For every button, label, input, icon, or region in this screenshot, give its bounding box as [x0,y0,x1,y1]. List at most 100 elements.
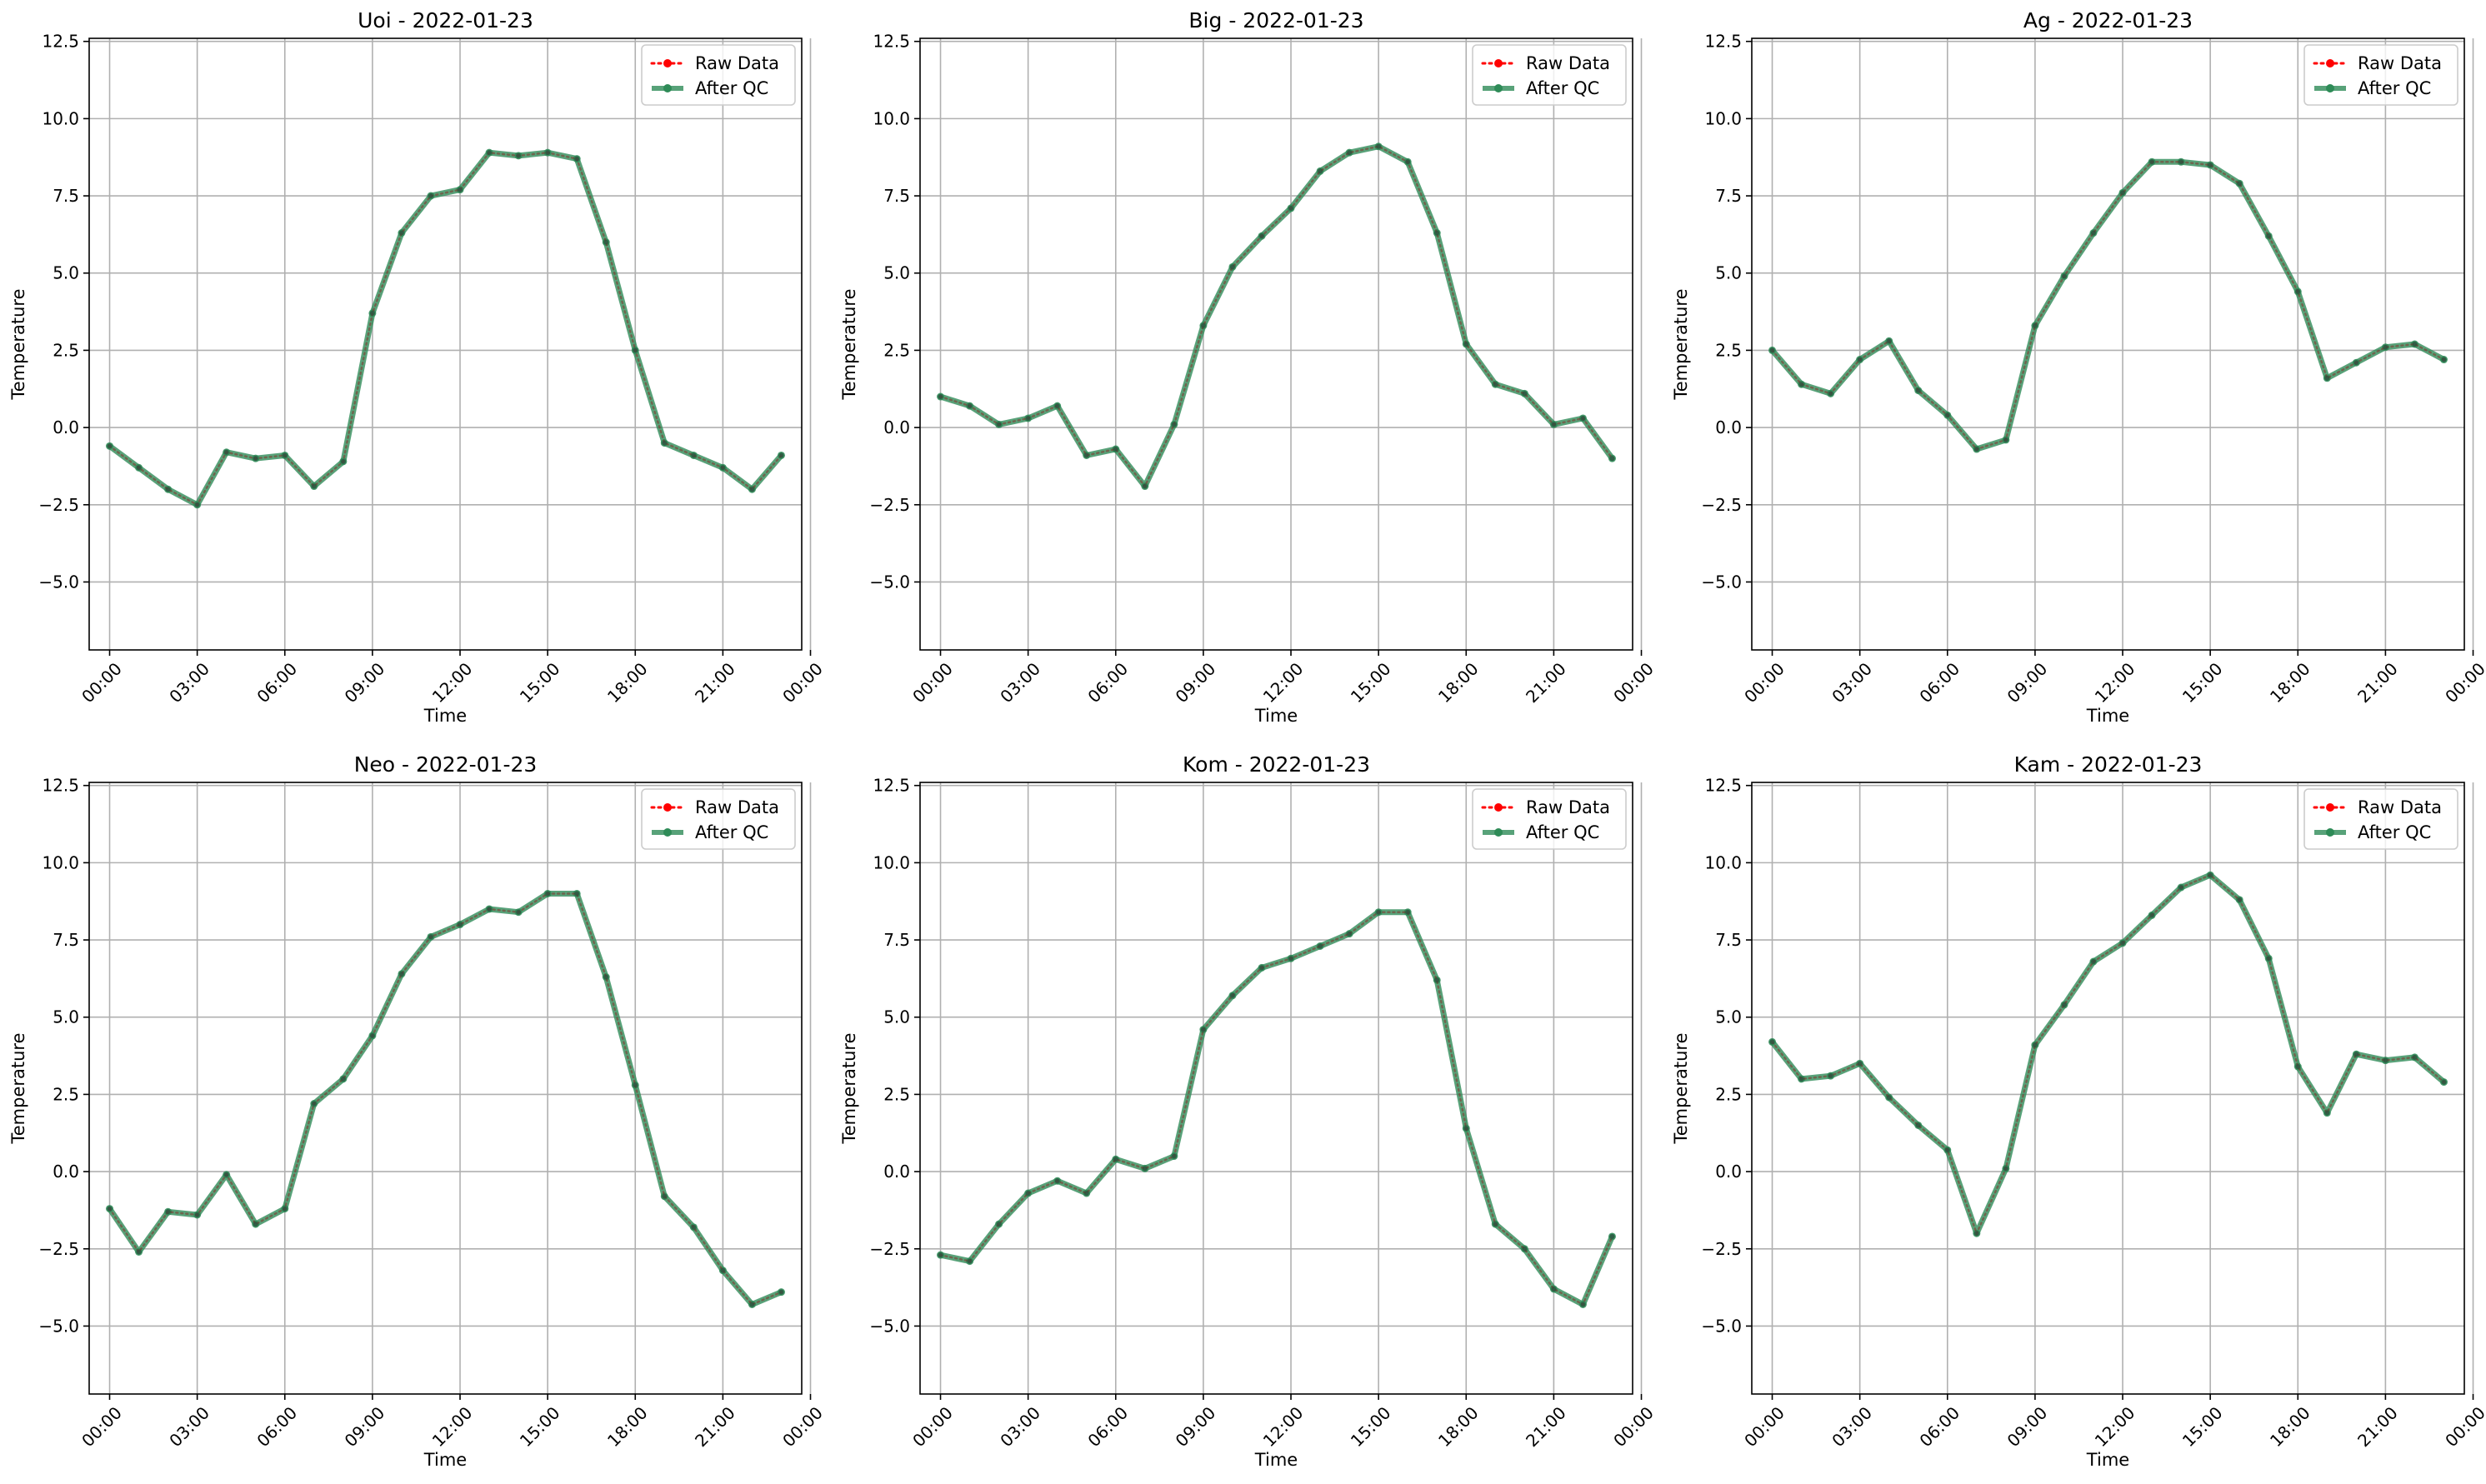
raw-data-point [1025,1191,1031,1197]
x-tick-label: 15:00 [516,1402,564,1451]
raw-data-point [1886,1095,1892,1101]
raw-data-point [1551,422,1557,427]
legend-raw-marker [1494,59,1503,67]
legend-qc-marker [663,84,672,92]
raw-data-line [108,151,783,507]
x-axis: 00:00 03:00 06:00 09:00 12:00 15:00 18:00 21:00… [78,650,827,707]
raw-data-line [1771,873,2445,1237]
raw-data-point [311,1101,317,1107]
plot-frame [1751,37,2465,651]
raw-data-point [662,1193,668,1199]
raw-data-point [428,193,433,199]
legend-qc-label: After QC [2358,822,2431,842]
x-tick-label: 15:00 [2178,1402,2227,1451]
raw-data-point [1463,1126,1469,1132]
raw-data-point [1083,1191,1089,1197]
y-tick-label: −5.0 [869,572,910,592]
raw-data-point [1405,159,1411,165]
raw-data-point [2061,273,2067,279]
raw-data-point [107,443,113,449]
raw-data-point [1405,909,1411,915]
x-tick-label: 15:00 [1347,658,1395,707]
legend-qc-label: After QC [695,822,768,842]
raw-data-point [1171,1153,1177,1159]
raw-data-point [1434,230,1440,236]
y-tick-label: −5.0 [38,572,79,592]
raw-data-point [2061,1002,2067,1007]
x-axis: 00:00 03:00 06:00 09:00 12:00 15:00 18:00 21:00… [1740,1394,2486,1451]
raw-data-point [1857,1061,1863,1067]
raw-data-point [2003,1166,2008,1172]
y-tick-label: 7.5 [1715,186,1742,206]
y-axis-label: Temperature [839,1032,859,1144]
x-axis-label: Time [1254,1450,1298,1470]
raw-data-point [1229,264,1235,270]
raw-data-point [574,156,580,162]
chart-title: Ag - 2022-01-23 [2023,8,2193,32]
raw-data-point [603,239,609,245]
raw-data-point [1376,143,1382,149]
y-tick-label: 10.0 [873,852,910,872]
y-tick-label: 12.5 [873,776,910,796]
y-axis-label: Temperature [8,288,28,400]
raw-data-point [1493,382,1498,387]
y-axis-label: Temperature [8,1032,28,1144]
x-axis-label: Time [2086,706,2129,726]
raw-data-point [603,974,609,980]
series-raw-data [938,909,1615,1307]
x-tick-label: 09:00 [2003,1402,2052,1451]
x-tick-label: 06:00 [1083,658,1132,707]
x-axis: 00:00 03:00 06:00 09:00 12:00 15:00 18:00 21:00… [1740,650,2486,707]
plot-area [1768,871,2448,1237]
x-tick-label: 06:00 [1915,1402,1963,1451]
y-axis-label: Temperature [839,288,859,400]
legend-raw-marker [2326,803,2334,812]
after-qc-line [938,143,1615,489]
x-tick-label: 09:00 [341,1402,389,1451]
raw-data-point [720,1267,726,1273]
raw-data-point [633,1082,638,1088]
raw-data-point [2149,912,2155,918]
raw-data-point [2353,360,2359,366]
raw-data-point [633,347,638,353]
y-tick-label: −2.5 [1701,1239,1742,1259]
raw-data-point [938,1252,943,1258]
raw-data-point [1113,447,1118,452]
raw-data-point [311,483,317,489]
y-axis-label: Temperature [1671,288,1691,400]
raw-data-point [1609,1233,1615,1239]
x-tick-label: 12:00 [428,1402,477,1451]
y-tick-label: 2.5 [1715,340,1742,360]
raw-data-point [398,971,404,977]
legend: Raw Data After QC [1472,788,1627,850]
x-tick-label: 21:00 [691,1402,739,1451]
y-axis: −5.0 −2.5 0.0 2.5 5.0 7.5 10.0 12.5 [869,32,920,592]
raw-data-point [2266,233,2272,239]
raw-data-point [2412,1054,2418,1060]
x-tick-label: 00:00 [1609,658,1658,707]
x-tick-label: 09:00 [1172,1402,1220,1451]
y-tick-label: 12.5 [873,32,910,52]
raw-data-point [1551,1286,1557,1292]
raw-data-point [1463,342,1469,347]
series-after-qc [106,889,785,1308]
y-tick-label: −5.0 [1701,572,1742,592]
legend-qc-marker [2326,84,2334,92]
legend-raw-label: Raw Data [695,53,779,73]
x-tick-label: 18:00 [1434,658,1483,707]
y-axis: −5.0 −2.5 0.0 2.5 5.0 7.5 10.0 12.5 [869,776,920,1336]
x-tick-label: 03:00 [996,1402,1044,1451]
raw-data-point [1798,1076,1804,1082]
raw-data-point [720,465,726,471]
gridlines [920,782,1643,1394]
x-tick-label: 18:00 [603,658,652,707]
raw-data-point [1025,415,1031,421]
y-tick-label: 2.5 [53,1084,79,1104]
plot-area [937,908,1616,1308]
raw-data-point [778,452,784,458]
raw-data-point [2441,357,2447,362]
raw-data-point [1142,1166,1148,1172]
chart-panel-2: −5.0 −2.5 0.0 2.5 5.0 7.5 10.0 12.5 00:00 03:00 06… [839,8,1658,726]
legend: Raw Data After QC [1472,44,1627,106]
